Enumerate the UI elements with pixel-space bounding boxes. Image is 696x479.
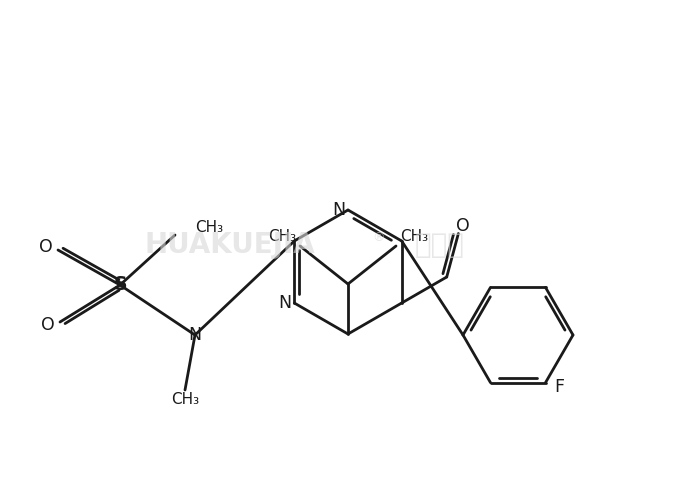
Text: CH₃: CH₃ bbox=[400, 228, 428, 243]
Text: 化学加: 化学加 bbox=[415, 231, 465, 259]
Text: N: N bbox=[189, 326, 202, 344]
Text: HUAKUEJIA: HUAKUEJIA bbox=[145, 231, 315, 259]
Text: CH₃: CH₃ bbox=[171, 392, 199, 408]
Text: O: O bbox=[457, 217, 470, 235]
Text: O: O bbox=[41, 316, 55, 334]
Text: F: F bbox=[555, 377, 564, 396]
Text: O: O bbox=[39, 238, 53, 256]
Text: N: N bbox=[333, 201, 345, 219]
Text: S: S bbox=[113, 275, 127, 295]
Text: N: N bbox=[278, 294, 292, 312]
Text: CH₃: CH₃ bbox=[195, 219, 223, 235]
Text: CH₃: CH₃ bbox=[268, 228, 296, 243]
Text: ®: ® bbox=[372, 231, 384, 244]
